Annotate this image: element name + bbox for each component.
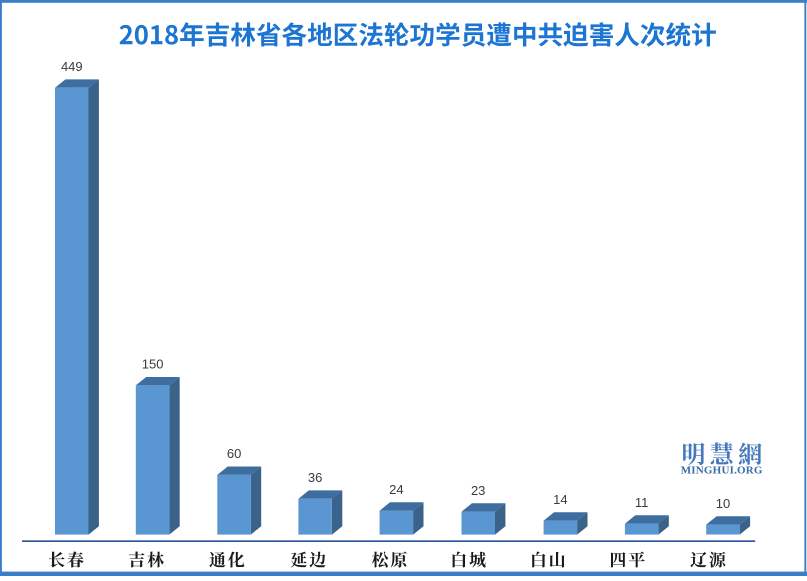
svg-text:449: 449 bbox=[61, 59, 83, 74]
svg-text:11: 11 bbox=[635, 495, 649, 510]
svg-text:14: 14 bbox=[553, 492, 567, 507]
svg-text:23: 23 bbox=[471, 483, 485, 498]
svg-text:60: 60 bbox=[227, 446, 241, 461]
svg-text:36: 36 bbox=[308, 470, 322, 485]
svg-text:MINGHUI.ORG: MINGHUI.ORG bbox=[681, 465, 763, 477]
svg-text:150: 150 bbox=[142, 357, 164, 372]
svg-text:10: 10 bbox=[716, 496, 730, 511]
svg-text:24: 24 bbox=[389, 482, 403, 497]
